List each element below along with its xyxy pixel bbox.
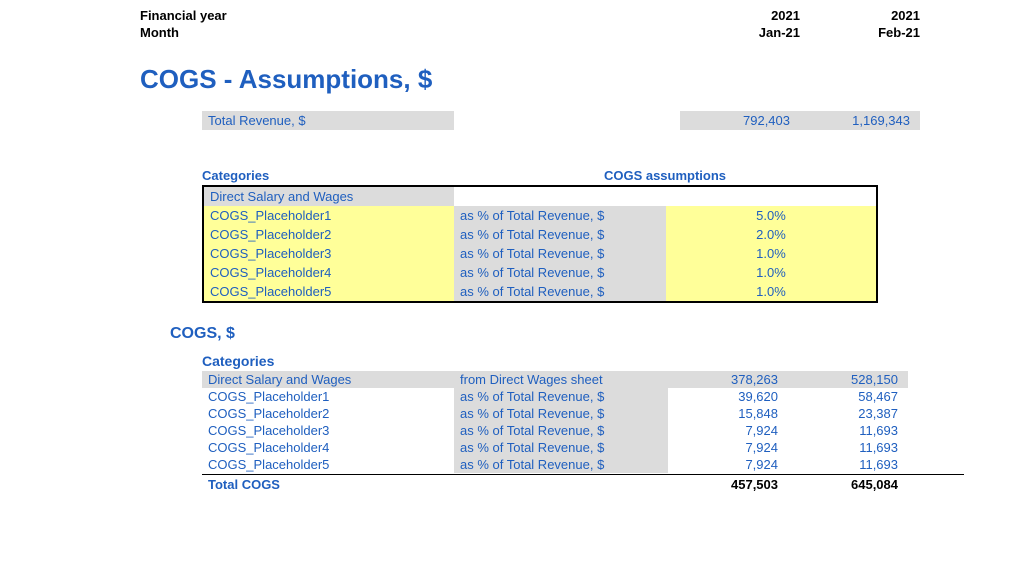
cogs-categories-head: Categories [202,353,964,369]
cogs-val-2: 58,467 [788,388,908,405]
assump-cat[interactable]: COGS_Placeholder4 [204,263,454,282]
cogs-val-2: 528,150 [788,371,908,388]
assump-basis: as % of Total Revenue, $ [454,263,666,282]
cogs-val-2: 11,693 [788,439,908,456]
cogs-row: COGS_Placeholder1 as % of Total Revenue,… [202,388,964,405]
assump-cat[interactable]: COGS_Placeholder3 [204,244,454,263]
fy-year-2: 2021 [800,8,920,23]
assump-val[interactable]: 1.0% [666,244,876,263]
assumptions-table: Direct Salary and Wages COGS_Placeholder… [202,185,878,303]
assump-val[interactable]: 1.0% [666,263,876,282]
cogs-cat: COGS_Placeholder5 [202,456,454,473]
revenue-label: Total Revenue, $ [202,111,454,130]
assumptions-row: COGS_Placeholder4 as % of Total Revenue,… [204,263,876,282]
cogs-val-1: 378,263 [668,371,788,388]
month-2: Feb-21 [800,25,920,40]
assump-cat[interactable]: COGS_Placeholder5 [204,282,454,301]
revenue-row: Total Revenue, $ 792,403 1,169,343 [202,111,964,130]
cogs-total-row: Total COGS 457,503 645,084 [202,474,964,494]
cogs-basis: as % of Total Revenue, $ [454,388,668,405]
assumptions-head-cogs: COGS assumptions [454,168,876,183]
fy-year-1: 2021 [680,8,800,23]
cogs-total-1: 457,503 [668,475,788,494]
assumptions-top-row: Direct Salary and Wages [204,187,876,206]
cogs-val-2: 11,693 [788,422,908,439]
cogs-basis: as % of Total Revenue, $ [454,439,668,456]
assump-basis: as % of Total Revenue, $ [454,225,666,244]
header-month-row: Month Jan-21 Feb-21 [140,25,964,40]
cogs-cat: COGS_Placeholder2 [202,405,454,422]
cogs-row: COGS_Placeholder2 as % of Total Revenue,… [202,405,964,422]
cogs-table: Direct Salary and Wages from Direct Wage… [202,371,964,494]
cogs-val-1: 7,924 [668,439,788,456]
cogs-val-2: 23,387 [788,405,908,422]
cogs-basis: as % of Total Revenue, $ [454,405,668,422]
cogs-subtitle: COGS, $ [170,325,964,343]
cogs-total-2: 645,084 [788,475,908,494]
revenue-val-2: 1,169,343 [800,111,920,130]
header-fy-row: Financial year 2021 2021 [140,8,964,23]
assump-val[interactable]: 2.0% [666,225,876,244]
cogs-cat: COGS_Placeholder3 [202,422,454,439]
assumptions-row: COGS_Placeholder1 as % of Total Revenue,… [204,206,876,225]
cogs-row: COGS_Placeholder3 as % of Total Revenue,… [202,422,964,439]
assumptions-row: COGS_Placeholder3 as % of Total Revenue,… [204,244,876,263]
revenue-val-1: 792,403 [680,111,800,130]
month-1: Jan-21 [680,25,800,40]
assumptions-row: COGS_Placeholder5 as % of Total Revenue,… [204,282,876,301]
assump-val[interactable]: 5.0% [666,206,876,225]
cogs-row: COGS_Placeholder5 as % of Total Revenue,… [202,456,964,473]
cogs-val-2: 11,693 [788,456,908,473]
cogs-val-1: 15,848 [668,405,788,422]
cogs-basis: as % of Total Revenue, $ [454,422,668,439]
assumptions-head-categories: Categories [202,168,454,183]
cogs-cat: COGS_Placeholder4 [202,439,454,456]
assump-basis: as % of Total Revenue, $ [454,206,666,225]
assump-basis: as % of Total Revenue, $ [454,282,666,301]
cogs-cat: Direct Salary and Wages [202,371,454,388]
assump-cat[interactable]: COGS_Placeholder2 [204,225,454,244]
cogs-val-1: 7,924 [668,456,788,473]
assump-cat[interactable]: COGS_Placeholder1 [204,206,454,225]
month-label: Month [140,25,680,40]
fy-label: Financial year [140,8,680,23]
assumptions-header: Categories COGS assumptions [202,168,964,183]
assump-basis: as % of Total Revenue, $ [454,244,666,263]
page-title: COGS - Assumptions, $ [140,64,964,95]
cogs-cat: COGS_Placeholder1 [202,388,454,405]
cogs-total-label: Total COGS [202,475,668,494]
assump-val[interactable]: 1.0% [666,282,876,301]
assumptions-row: COGS_Placeholder2 as % of Total Revenue,… [204,225,876,244]
cogs-basis: as % of Total Revenue, $ [454,456,668,473]
cogs-row: Direct Salary and Wages from Direct Wage… [202,371,964,388]
cogs-val-1: 7,924 [668,422,788,439]
assumptions-top-cat: Direct Salary and Wages [204,187,454,206]
cogs-basis: from Direct Wages sheet [454,371,668,388]
cogs-val-1: 39,620 [668,388,788,405]
cogs-row: COGS_Placeholder4 as % of Total Revenue,… [202,439,964,456]
